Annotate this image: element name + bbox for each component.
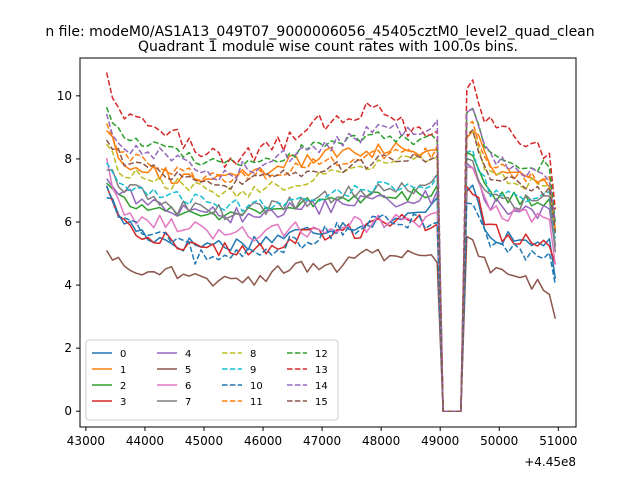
- series-line-13: [105, 72, 557, 412]
- x-tick-label: 50000: [480, 434, 518, 448]
- series-layer: [105, 72, 557, 412]
- x-tick-label: 46000: [244, 434, 282, 448]
- y-tick-label: 6: [64, 215, 72, 229]
- y-tick-label: 8: [64, 152, 72, 166]
- series-line-15: [105, 129, 557, 412]
- series-line-9: [105, 149, 557, 412]
- legend-label-4: 4: [185, 349, 191, 360]
- x-tick-label: 51000: [539, 434, 577, 448]
- legend-label-1: 1: [120, 365, 126, 376]
- figure-suptitle: n file: modeM0/AS1A13_049T07_9000006056_…: [45, 24, 594, 40]
- legend-label-11: 11: [250, 397, 263, 408]
- legend-label-15: 15: [315, 397, 328, 408]
- x-tick-label: 48000: [362, 434, 400, 448]
- series-line-2: [106, 151, 557, 412]
- series-line-7: [106, 157, 557, 412]
- series-line-8: [106, 130, 557, 412]
- tick-layer: 43000 44000 45000 46000 47000 48000 49000 50000…: [57, 89, 578, 448]
- plot-frame: [79, 57, 577, 428]
- legend-label-10: 10: [250, 381, 263, 392]
- legend-label-8: 8: [250, 349, 256, 360]
- series-line-10: [105, 185, 557, 412]
- series-line-5: [105, 235, 557, 412]
- series-line-14: [105, 107, 557, 412]
- y-tick-label: 2: [64, 341, 72, 355]
- legend-label-14: 14: [315, 381, 328, 392]
- x-tick-label: 49000: [421, 434, 459, 448]
- x-tick-label: 43000: [67, 434, 105, 448]
- series-line-1: [106, 130, 557, 412]
- series-line-3: [105, 185, 557, 412]
- series-line-6: [105, 157, 557, 412]
- y-tick-label: 0: [64, 404, 72, 418]
- x-tick-label: 44000: [126, 434, 164, 448]
- y-tick-label: 4: [64, 278, 72, 292]
- legend-label-2: 2: [120, 381, 126, 392]
- x-tick-label: 47000: [303, 434, 341, 448]
- legend-label-13: 13: [315, 365, 328, 376]
- x-offset-label: +4.45e8: [524, 455, 576, 469]
- legend-label-6: 6: [185, 381, 191, 392]
- legend-label-7: 7: [185, 397, 191, 408]
- chart-title: Quadrant 1 module wise count rates with …: [138, 39, 518, 55]
- x-tick-label: 45000: [185, 434, 223, 448]
- legend-box: [85, 339, 339, 421]
- legend-label-0: 0: [120, 349, 126, 360]
- series-line-11: [105, 120, 557, 412]
- y-tick-label: 10: [57, 89, 72, 103]
- legend-label-3: 3: [120, 397, 126, 408]
- legend-label-9: 9: [250, 365, 256, 376]
- legend-label-5: 5: [185, 365, 191, 376]
- legend-label-12: 12: [315, 349, 328, 360]
